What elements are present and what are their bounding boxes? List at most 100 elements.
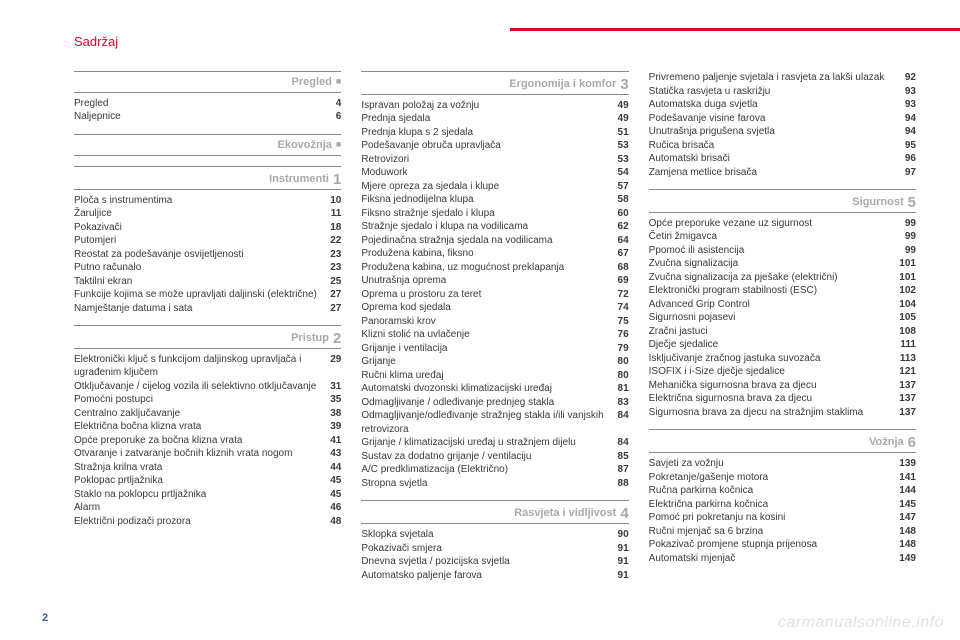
toc-row: Pokazivači18	[74, 221, 341, 235]
toc-page-number: 57	[618, 180, 629, 194]
toc-row: Dnevna svjetla / pozicijska svjetla91	[361, 555, 628, 569]
section-title: Pristup	[291, 331, 329, 346]
toc-column: Ergonomija i komfor3Ispravan položaj za …	[361, 71, 628, 582]
toc-row: ISOFIX i i-Size dječje sjedalice121	[649, 365, 916, 379]
toc-page-number: 23	[330, 261, 341, 275]
section-heading: Pregled■	[74, 71, 341, 93]
toc-row: Zvučna signalizacija101	[649, 257, 916, 271]
section-number: ■	[336, 140, 341, 149]
toc-label: Žaruljice	[74, 207, 331, 221]
toc-row: Žaruljice11	[74, 207, 341, 221]
toc-label: Sigurnosni pojasevi	[649, 311, 900, 325]
toc-page-number: 49	[618, 112, 629, 126]
toc-page-number: 83	[618, 396, 629, 410]
toc-row: Fiksna jednodijelna klupa58	[361, 193, 628, 207]
toc-label: Pojedinačna stražnja sjedala na vodilica…	[361, 234, 617, 248]
toc-row: Odmagljivanje / odleđivanje prednjeg sta…	[361, 396, 628, 410]
toc-page-number: 60	[618, 207, 629, 221]
toc-page-number: 10	[330, 194, 341, 208]
toc-label: Otvaranje i zatvaranje bočnih kliznih vr…	[74, 447, 330, 461]
section-heading: Ergonomija i komfor3	[361, 71, 628, 95]
toc-page-number: 67	[618, 247, 629, 261]
toc-label: Elektronički ključ s funkcijom daljinsko…	[74, 353, 330, 380]
toc-page-number: 64	[618, 234, 629, 248]
toc-row: Grijanje i ventilacija79	[361, 342, 628, 356]
toc-row: Prednja klupa s 2 sjedala51	[361, 126, 628, 140]
toc-label: Stropna svjetla	[361, 477, 617, 491]
toc-label: Podešavanje obruča upravljača	[361, 139, 617, 153]
toc-row: Funkcije kojima se može upravljati dalji…	[74, 288, 341, 302]
toc-row: Sustav za dodatno grijanje / ventilaciju…	[361, 450, 628, 464]
page-number: 2	[42, 612, 48, 624]
toc-page-number: 85	[618, 450, 629, 464]
toc-row: A/C predklimatizacija (Električno)87	[361, 463, 628, 477]
toc-label: Produžena kabina, uz mogućnost preklapan…	[361, 261, 617, 275]
toc-page-number: 48	[330, 515, 341, 529]
toc-row: Elektronički program stabilnosti (ESC)10…	[649, 284, 916, 298]
toc-row: Automatski dvozonski klimatizacijski ure…	[361, 382, 628, 396]
toc-label: Isključivanje zračnog jastuka suvozača	[649, 352, 900, 366]
section-number: 1	[333, 172, 341, 187]
toc-column: Privremeno paljenje svjetala i rasvjeta …	[649, 71, 916, 582]
toc-row: Grijanje / klimatizacijski uređaj u stra…	[361, 436, 628, 450]
toc-row: Moduwork54	[361, 166, 628, 180]
toc-row: Električna bočna klizna vrata39	[74, 420, 341, 434]
toc-page-number: 44	[330, 461, 341, 475]
toc-page-number: 23	[330, 248, 341, 262]
toc-page-number: 43	[330, 447, 341, 461]
page-title: Sadržaj	[74, 34, 916, 49]
toc-row: Električni podizači prozora48	[74, 515, 341, 529]
toc-page-number: 27	[330, 302, 341, 316]
toc-page-number: 45	[330, 474, 341, 488]
toc-label: Dječje sjedalice	[649, 338, 901, 352]
toc-row: Odmagljivanje/odleđivanje stražnjeg stak…	[361, 409, 628, 436]
toc-label: Ploča s instrumentima	[74, 194, 330, 208]
toc-row: Klizni stolić na uvlačenje76	[361, 328, 628, 342]
toc-label: Pokretanje/gašenje motora	[649, 471, 900, 485]
toc-label: Klizni stolić na uvlačenje	[361, 328, 617, 342]
toc-label: Staklo na poklopcu prtljažnika	[74, 488, 330, 502]
toc-row: Otvaranje i zatvaranje bočnih kliznih vr…	[74, 447, 341, 461]
toc-page-number: 91	[618, 569, 629, 583]
toc-label: Unutrašnja prigušena svjetla	[649, 125, 905, 139]
toc-label: Prednja klupa s 2 sjedala	[361, 126, 617, 140]
toc-row: Pomoć pri pokretanju na kosini147	[649, 511, 916, 525]
toc-page-number: 22	[330, 234, 341, 248]
toc-row: Oprema kod sjedala74	[361, 301, 628, 315]
toc-label: Ručni klima uređaj	[361, 369, 617, 383]
toc-row: Zvučna signalizacija za pješake (elektri…	[649, 271, 916, 285]
toc-page-number: 80	[618, 355, 629, 369]
toc-page-number: 88	[618, 477, 629, 491]
toc-page-number: 53	[618, 153, 629, 167]
toc-row: Produžena kabina, fiksno67	[361, 247, 628, 261]
header-red-bar	[510, 28, 960, 31]
toc-row: Ppomoć ili asistencija99	[649, 244, 916, 258]
toc-column: Pregled■Pregled4Naljepnice6Ekovožnja■Ins…	[74, 71, 341, 582]
toc-page-number: 148	[899, 538, 916, 552]
toc-label: Savjeti za vožnju	[649, 457, 900, 471]
toc-page-number: 75	[618, 315, 629, 329]
toc-row: Sigurnosni pojasevi105	[649, 311, 916, 325]
toc-label: Ručica brisača	[649, 139, 905, 153]
toc-label: Električni podizači prozora	[74, 515, 330, 529]
toc-row: Advanced Grip Control104	[649, 298, 916, 312]
toc-label: Privremeno paljenje svjetala i rasvjeta …	[649, 71, 905, 85]
toc-row: Unutrašnja prigušena svjetla94	[649, 125, 916, 139]
toc-page-number: 62	[618, 220, 629, 234]
toc-page-number: 91	[618, 542, 629, 556]
toc-label: Ručna parkirna kočnica	[649, 484, 900, 498]
toc-row: Pokazivači smjera91	[361, 542, 628, 556]
toc-label: Pokazivač promjene stupnja prijenosa	[649, 538, 900, 552]
toc-row: Stražnje sjedalo i klupa na vodilicama62	[361, 220, 628, 234]
toc-row: Ručna parkirna kočnica144	[649, 484, 916, 498]
toc-page-number: 58	[618, 193, 629, 207]
toc-label: Sustav za dodatno grijanje / ventilaciju	[361, 450, 617, 464]
toc-row: Mjere opreza za sjedala i klupe57	[361, 180, 628, 194]
toc-page-number: 121	[899, 365, 916, 379]
toc-label: Otključavanje / cijelog vozila ili selek…	[74, 380, 330, 394]
toc-page-number: 137	[899, 406, 916, 420]
toc-page-number: 31	[330, 380, 341, 394]
toc-row: Prednja sjedala49	[361, 112, 628, 126]
toc-row: Reostat za podešavanje osvijetljenosti23	[74, 248, 341, 262]
section-heading: Pristup2	[74, 325, 341, 349]
